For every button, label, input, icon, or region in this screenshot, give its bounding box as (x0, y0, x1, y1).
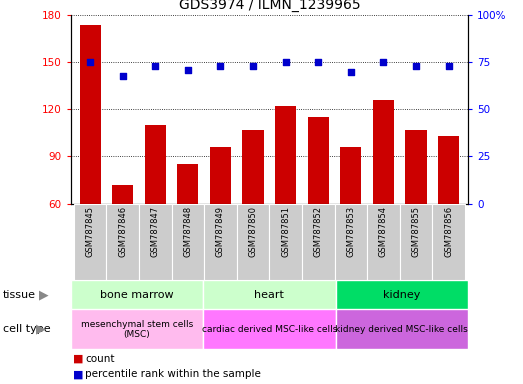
Text: percentile rank within the sample: percentile rank within the sample (85, 369, 261, 379)
Text: GSM787852: GSM787852 (314, 206, 323, 257)
Bar (145, 125, 166, 204)
Bar (71, 309, 203, 349)
Text: mesenchymal stem cells
(MSC): mesenchymal stem cells (MSC) (81, 319, 193, 339)
Bar (275, 106, 296, 204)
Bar (139, 204, 172, 280)
Bar (71, 280, 203, 309)
Bar (210, 147, 231, 204)
Title: GDS3974 / ILMN_1239965: GDS3974 / ILMN_1239965 (178, 0, 360, 12)
Point (281, 60, 290, 66)
Text: count: count (85, 354, 115, 364)
Text: GSM787845: GSM787845 (86, 206, 95, 257)
Text: GSM787851: GSM787851 (281, 206, 290, 257)
Text: ■: ■ (73, 354, 84, 364)
Text: ▶: ▶ (39, 288, 49, 301)
Point (445, 63, 453, 69)
Text: GSM787854: GSM787854 (379, 206, 388, 257)
Point (119, 73, 127, 79)
Text: tissue: tissue (3, 290, 36, 300)
Point (379, 60, 388, 66)
Bar (367, 204, 400, 280)
Bar (269, 204, 302, 280)
Bar (172, 204, 204, 280)
Point (314, 60, 322, 66)
Text: GSM787850: GSM787850 (248, 206, 257, 257)
Bar (340, 147, 361, 204)
Point (347, 69, 355, 75)
Text: ■: ■ (73, 369, 84, 379)
Bar (74, 204, 107, 280)
Bar (336, 280, 468, 309)
Bar (237, 204, 269, 280)
Bar (112, 185, 133, 204)
Bar (243, 130, 264, 204)
Text: GSM787855: GSM787855 (412, 206, 420, 257)
Bar (405, 130, 427, 204)
Bar (438, 136, 459, 204)
Point (184, 67, 192, 73)
Text: GSM787849: GSM787849 (216, 206, 225, 257)
Text: GSM787856: GSM787856 (444, 206, 453, 257)
Text: GSM787846: GSM787846 (118, 206, 127, 257)
Bar (203, 309, 336, 349)
Bar (373, 100, 394, 204)
Text: kidney: kidney (383, 290, 420, 300)
Bar (335, 204, 367, 280)
Text: kidney derived MSC-like cells: kidney derived MSC-like cells (335, 325, 468, 334)
Point (86, 60, 94, 66)
Bar (336, 309, 468, 349)
Text: cell type: cell type (3, 324, 50, 334)
Point (412, 63, 420, 69)
Text: heart: heart (254, 290, 285, 300)
Point (217, 63, 225, 69)
Bar (79, 25, 101, 204)
Bar (203, 280, 336, 309)
Text: GSM787847: GSM787847 (151, 206, 160, 257)
Bar (302, 204, 335, 280)
Bar (107, 204, 139, 280)
Bar (308, 117, 329, 204)
Text: GSM787853: GSM787853 (346, 206, 355, 257)
Text: cardiac derived MSC-like cells: cardiac derived MSC-like cells (202, 325, 337, 334)
Bar (177, 164, 199, 204)
Point (249, 63, 257, 69)
Text: GSM787848: GSM787848 (184, 206, 192, 257)
Point (151, 63, 160, 69)
Bar (204, 204, 237, 280)
Bar (432, 204, 465, 280)
Bar (400, 204, 432, 280)
Text: bone marrow: bone marrow (100, 290, 174, 300)
Text: ▶: ▶ (36, 323, 45, 336)
